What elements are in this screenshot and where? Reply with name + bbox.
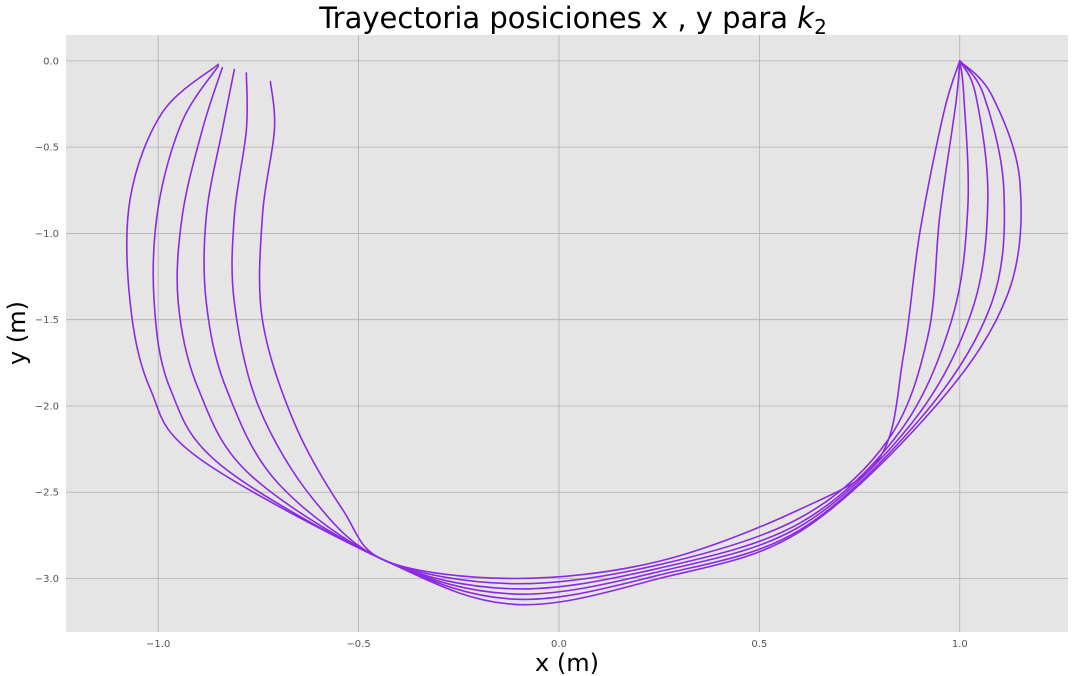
y-tick-labels: 0.0 −0.5 −1.0 −1.5 −2.0 −2.5 −3.0 <box>35 56 59 585</box>
plot-area <box>66 35 1068 632</box>
y-tick-label: −2.0 <box>35 401 59 412</box>
chart-title-text: Trayectoria posiciones x , y para <box>318 1 797 35</box>
y-axis-label: y (m) <box>3 301 31 365</box>
trajectory-line <box>152 60 1006 601</box>
x-tick-label: −1.0 <box>146 639 170 650</box>
trajectory-curves <box>126 60 1022 606</box>
y-gridlines <box>66 60 1068 579</box>
x-axis-label: x (m) <box>535 649 599 676</box>
x-tick-label: 0.0 <box>551 639 567 650</box>
x-gridlines <box>157 35 961 632</box>
x-tick-labels: −1.0 −0.5 0.0 0.5 1.0 <box>146 639 968 650</box>
y-tick-label: −0.5 <box>35 143 59 154</box>
y-tick-label: −1.0 <box>35 229 59 240</box>
y-tick-label: −1.5 <box>35 315 59 326</box>
y-tick-label: −3.0 <box>35 574 59 585</box>
y-tick-label: −2.5 <box>35 488 59 499</box>
trajectory-line <box>258 60 961 580</box>
x-tick-label: 1.0 <box>952 639 968 650</box>
chart-title-math-subscript: 2 <box>814 15 827 39</box>
chart-title: Trayectoria posiciones x , y para k2 <box>318 1 827 39</box>
x-tick-label: 0.5 <box>751 639 767 650</box>
trajectory-line <box>126 60 1022 606</box>
trajectory-line <box>231 60 961 585</box>
y-tick-label: 0.0 <box>43 56 59 67</box>
trajectory-line <box>203 60 970 590</box>
chart-title-math-symbol: k <box>797 1 815 35</box>
trajectory-line <box>176 60 989 595</box>
x-tick-label: −0.5 <box>346 639 370 650</box>
